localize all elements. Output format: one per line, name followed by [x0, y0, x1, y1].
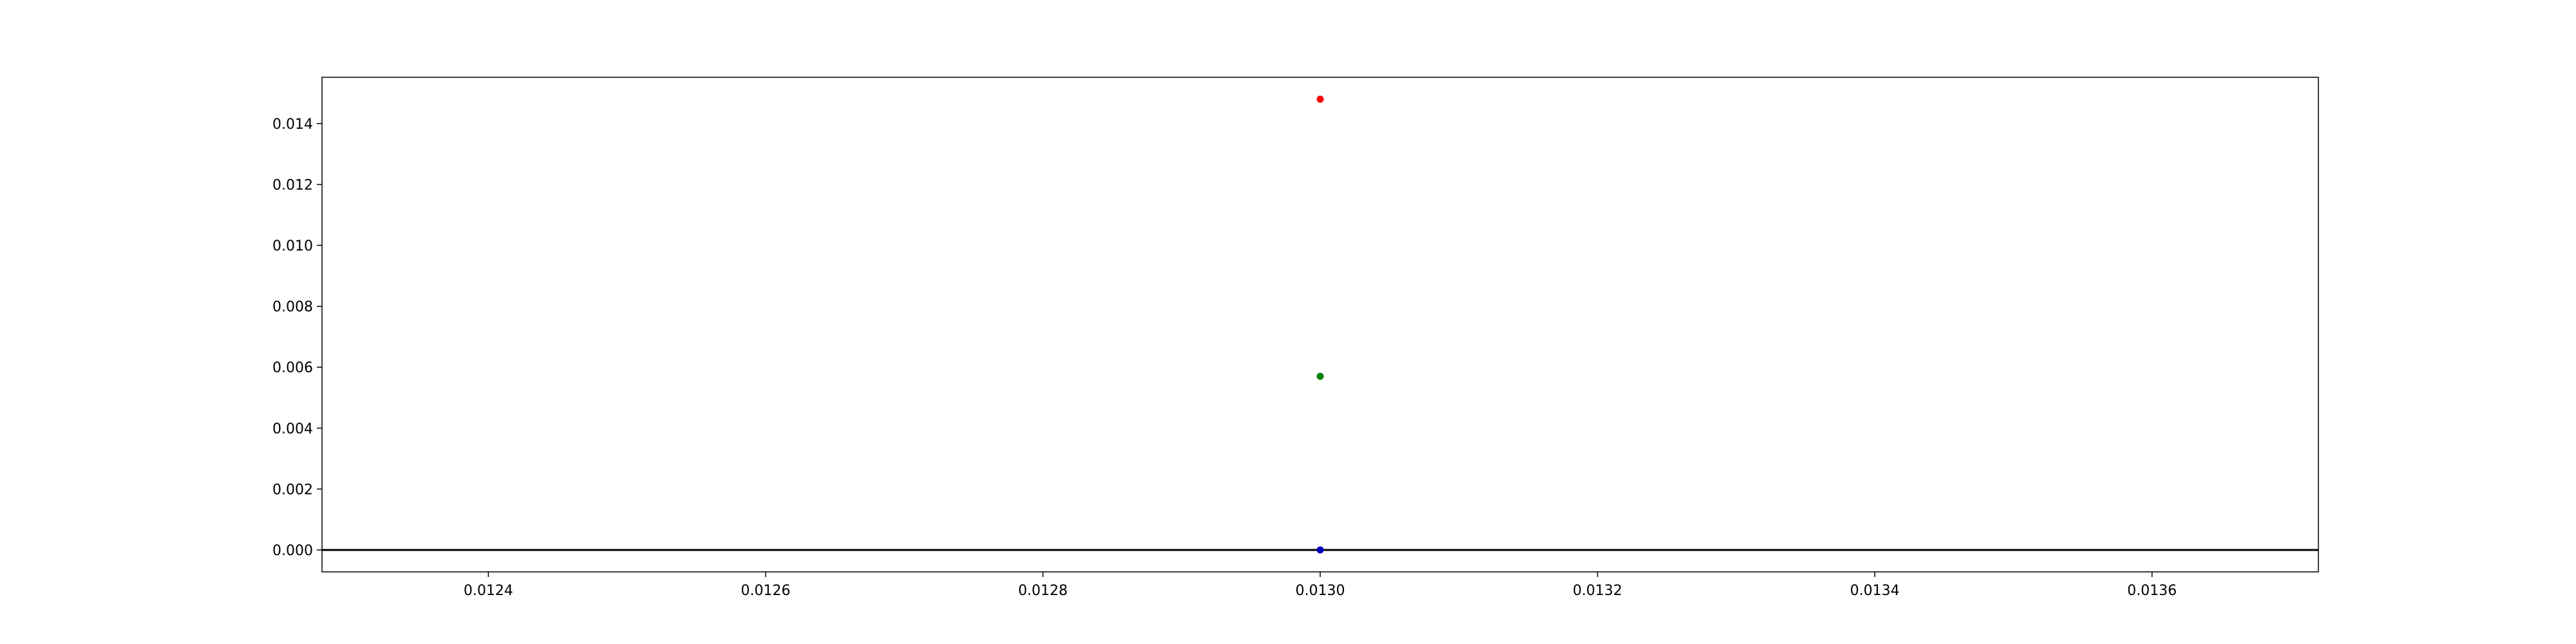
plot-area: [321, 77, 2319, 573]
x-tick-label: 0.0134: [1850, 583, 1900, 599]
y-tick-label: 0.006: [272, 360, 313, 376]
x-tick-label: 0.0136: [2127, 583, 2177, 599]
y-tick-label: 0.010: [272, 238, 313, 254]
y-tick-label: 0.004: [272, 421, 313, 437]
y-axis: 0.000 0.002 0.004 0.006 0.008 0.010 0.012 0.014: [272, 117, 322, 559]
x-tick-label: 0.0126: [741, 583, 790, 599]
y-tick-label: 0.002: [272, 482, 313, 498]
y-tick-label: 0.014: [272, 117, 313, 133]
x-tick-label: 0.0124: [464, 583, 513, 599]
data-point: [1316, 95, 1324, 103]
x-tick-label: 0.0130: [1296, 583, 1345, 599]
x-tick-label: 0.0128: [1018, 583, 1068, 599]
y-tick-label: 0.000: [272, 543, 313, 559]
data-point: [1316, 546, 1324, 554]
x-axis: 0.0124 0.0126 0.0128 0.0130 0.0132 0.0134 0.01…: [464, 572, 2177, 599]
y-tick-label: 0.012: [272, 177, 313, 193]
x-tick-label: 0.0132: [1573, 583, 1622, 599]
plot-frame: [321, 77, 2319, 573]
data-points: [1316, 95, 1324, 554]
data-point: [1316, 372, 1324, 380]
y-tick-label: 0.008: [272, 299, 313, 316]
